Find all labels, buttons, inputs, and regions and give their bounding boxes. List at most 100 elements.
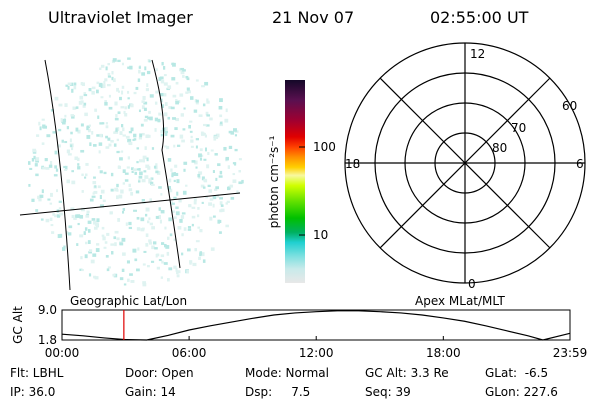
- image-pixel: [153, 165, 157, 169]
- image-pixel: [88, 251, 92, 254]
- colorbar-tick-label: 100: [313, 140, 336, 154]
- image-pixel: [134, 258, 138, 262]
- image-pixel: [97, 166, 101, 169]
- image-pixel: [225, 108, 228, 113]
- image-pixel: [123, 283, 127, 286]
- image-pixel: [183, 107, 186, 110]
- image-pixel: [181, 212, 186, 215]
- image-pixel: [182, 75, 185, 78]
- image-pixel: [217, 163, 221, 167]
- image-pixel: [96, 218, 100, 223]
- image-pixel: [102, 84, 106, 88]
- image-pixel: [135, 86, 139, 90]
- image-pixel: [67, 82, 72, 86]
- image-pixel: [195, 79, 199, 82]
- image-pixel: [104, 100, 107, 103]
- image-pixel: [165, 245, 170, 249]
- image-pixel: [227, 165, 230, 169]
- image-pixel: [113, 78, 116, 83]
- image-pixel: [91, 86, 96, 90]
- image-pixel: [144, 175, 149, 179]
- image-pixel: [141, 227, 145, 230]
- image-pixel: [99, 170, 103, 174]
- image-pixel: [185, 91, 189, 94]
- image-pixel: [204, 147, 208, 152]
- image-pixel: [202, 186, 206, 189]
- image-pixel: [108, 94, 112, 98]
- image-pixel: [190, 96, 194, 100]
- image-pixel: [215, 177, 218, 181]
- image-pixel: [182, 128, 186, 131]
- image-pixel: [139, 171, 143, 176]
- image-pixel: [108, 106, 113, 110]
- image-pixel: [64, 114, 67, 118]
- image-pixel: [220, 204, 224, 207]
- image-pixel: [49, 161, 53, 165]
- image-pixel: [187, 248, 191, 252]
- image-pixel: [114, 130, 119, 134]
- image-pixel: [121, 150, 124, 153]
- image-pixel: [71, 170, 74, 173]
- image-pixel: [108, 143, 112, 147]
- image-pixel: [160, 193, 163, 196]
- image-pixel: [110, 139, 114, 143]
- image-pixel: [144, 146, 147, 150]
- image-pixel: [156, 253, 160, 257]
- image-pixel: [41, 118, 45, 121]
- image-pixel: [199, 148, 203, 152]
- image-pixel: [77, 129, 81, 134]
- image-pixel: [41, 142, 45, 145]
- image-pixel: [83, 102, 87, 106]
- image-pixel: [114, 101, 118, 106]
- image-pixel: [60, 118, 63, 122]
- image-pixel: [63, 245, 66, 249]
- image-pixel: [83, 231, 86, 235]
- image-pixel: [138, 109, 141, 113]
- image-pixel: [163, 82, 168, 86]
- image-pixel: [127, 138, 132, 143]
- image-pixel: [169, 233, 173, 237]
- image-pixel: [158, 186, 162, 189]
- image-pixel: [34, 163, 38, 167]
- image-pixel: [107, 63, 110, 66]
- image-pixel: [130, 280, 135, 283]
- date: 21 Nov 07: [272, 8, 354, 27]
- image-pixel: [202, 123, 207, 127]
- image-pixel: [205, 111, 209, 116]
- image-pixel: [127, 156, 130, 160]
- image-pixel: [170, 201, 173, 206]
- image-pixel: [120, 189, 124, 194]
- title: Ultraviolet Imager: [48, 8, 193, 27]
- image-pixel: [208, 189, 213, 193]
- image-pixel: [154, 247, 158, 250]
- plot-frame: [61, 309, 571, 341]
- image-pixel: [226, 200, 230, 204]
- image-pixel: [45, 167, 50, 170]
- image-pixel: [203, 132, 206, 136]
- image-pixel: [154, 128, 157, 132]
- image-pixel: [73, 82, 77, 86]
- image-pixel: [136, 268, 140, 272]
- image-pixel: [206, 98, 209, 102]
- image-pixel: [101, 234, 105, 237]
- image-pixel: [234, 148, 238, 152]
- image-pixel: [35, 157, 40, 161]
- image-pixel: [114, 242, 117, 247]
- image-pixel: [59, 233, 63, 238]
- image-pixel: [167, 185, 171, 190]
- info-field: Flt: LBHL: [10, 366, 64, 380]
- image-pixel: [174, 172, 179, 176]
- image-pixel: [164, 243, 167, 248]
- image-pixel: [126, 260, 130, 264]
- image-pixel: [161, 260, 164, 264]
- image-pixel: [170, 168, 173, 172]
- time: 02:55:00 UT: [430, 8, 529, 27]
- image-pixel: [117, 59, 121, 63]
- image-pixel: [81, 173, 84, 177]
- image-pixel: [52, 213, 55, 216]
- image-pixel: [174, 216, 177, 219]
- image-pixel: [132, 248, 137, 253]
- image-pixel: [173, 265, 177, 269]
- image-pixel: [148, 217, 151, 220]
- image-pixel: [204, 81, 209, 86]
